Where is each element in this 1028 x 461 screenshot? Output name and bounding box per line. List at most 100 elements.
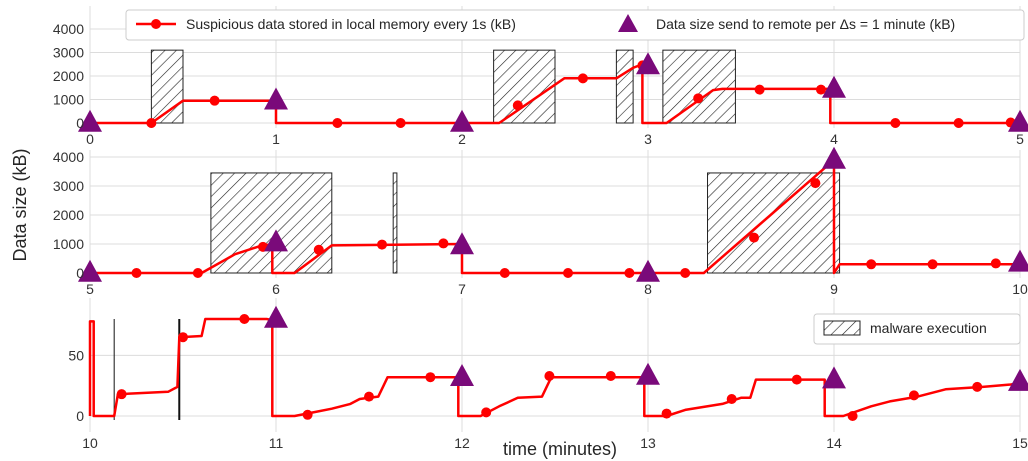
data-point-local-memory xyxy=(544,370,555,381)
x-tick-label: 2 xyxy=(458,131,466,147)
data-point-local-memory xyxy=(239,314,250,324)
x-tick-label: 4 xyxy=(830,131,838,147)
data-point-remote-send xyxy=(264,87,288,110)
data-point-remote-send xyxy=(450,364,474,386)
data-point-remote-send xyxy=(636,362,660,385)
legend-label-remote-send: Data size send to remote per Δs = 1 minu… xyxy=(656,16,955,32)
data-point-local-memory xyxy=(866,259,877,270)
data-point-local-memory xyxy=(749,232,760,243)
data-point-local-memory xyxy=(972,381,983,392)
malware-execution-region xyxy=(707,172,841,274)
data-point-local-memory xyxy=(847,411,858,421)
x-tick-label: 6 xyxy=(272,281,280,297)
data-point-local-memory xyxy=(605,370,616,381)
x-tick-label: 14 xyxy=(826,435,842,451)
data-point-local-memory xyxy=(116,389,127,400)
x-tick-label: 13 xyxy=(640,435,656,451)
data-point-local-memory xyxy=(178,332,188,343)
panel-2: 5 6 7 8 9 10 0 1000 2000 3000 4000 xyxy=(53,146,1028,297)
malware-execution-region xyxy=(615,49,634,124)
x-tick-label: 9 xyxy=(830,281,838,297)
series-line-local-memory xyxy=(88,317,1021,418)
x-axis-label: time (minutes) xyxy=(503,439,617,459)
data-point-local-memory xyxy=(953,118,964,128)
data-point-remote-send xyxy=(450,232,474,255)
legend-malware: malware execution xyxy=(813,313,1021,345)
data-point-local-memory xyxy=(563,268,574,278)
data-point-local-memory xyxy=(499,268,510,278)
data-point-local-memory xyxy=(395,118,406,128)
data-point-local-memory xyxy=(131,268,142,278)
y-tick-label: 4000 xyxy=(53,21,84,37)
legend-label-local-memory: Suspicious data stored in local memory e… xyxy=(186,16,516,32)
y-axis-label: Data size (kB) xyxy=(10,148,30,261)
legend-label-malware: malware execution xyxy=(870,320,987,336)
data-point-local-memory xyxy=(512,100,523,111)
data-point-remote-send xyxy=(1008,249,1028,272)
malware-execution-region xyxy=(392,172,398,274)
series-line-local-memory xyxy=(90,158,1020,275)
x-tick-label: 11 xyxy=(269,435,284,451)
data-point-local-memory xyxy=(810,178,821,189)
data-point-local-memory xyxy=(192,268,203,278)
data-point-local-memory xyxy=(927,259,938,270)
y-tick-label: 50 xyxy=(68,347,84,363)
legend-frame xyxy=(813,313,1021,345)
x-tick-label: 1 xyxy=(272,131,280,147)
data-point-local-memory xyxy=(624,268,635,278)
x-tick-label: 10 xyxy=(82,435,98,451)
malware-execution-region xyxy=(662,49,736,124)
y-tick-label: 2000 xyxy=(53,68,84,84)
data-point-remote-send xyxy=(1008,368,1028,391)
x-tick-label: 10 xyxy=(1012,281,1028,297)
y-tick-label: 2000 xyxy=(53,207,84,223)
y-tick-label: 0 xyxy=(76,115,84,131)
legend-top: Suspicious data stored in local memory e… xyxy=(125,9,1025,41)
data-point-local-memory xyxy=(313,244,324,255)
data-point-local-memory xyxy=(990,258,1001,269)
data-point-local-memory xyxy=(890,118,901,128)
data-point-remote-send xyxy=(822,75,846,98)
data-point-local-memory xyxy=(693,93,704,104)
data-point-local-memory xyxy=(377,239,388,250)
legend-frame xyxy=(125,9,1025,41)
data-point-local-memory xyxy=(146,118,157,128)
y-tick-label: 0 xyxy=(76,265,84,281)
x-tick-label: 5 xyxy=(86,281,94,297)
x-tick-label: 3 xyxy=(644,131,652,147)
y-tick-label: 4000 xyxy=(53,149,84,165)
data-point-local-memory xyxy=(577,73,588,84)
x-tick-label: 7 xyxy=(458,281,466,297)
data-point-local-memory xyxy=(364,391,374,402)
data-point-local-memory xyxy=(680,268,691,278)
data-point-local-memory xyxy=(302,409,313,420)
data-point-local-memory xyxy=(726,394,737,405)
data-point-remote-send xyxy=(1008,109,1028,132)
data-point-remote-send xyxy=(450,109,474,132)
data-point-local-memory xyxy=(754,84,765,95)
y-tick-label: 0 xyxy=(76,408,84,424)
data-point-local-memory xyxy=(481,407,492,418)
data-point-local-memory xyxy=(425,372,436,383)
data-point-local-memory xyxy=(815,84,826,95)
data-point-remote-send xyxy=(636,52,660,75)
legend-hatch-swatch xyxy=(823,320,861,336)
data-point-local-memory xyxy=(209,95,220,106)
data-point-local-memory xyxy=(332,118,343,128)
data-point-local-memory xyxy=(438,238,449,249)
data-point-remote-send xyxy=(78,109,102,132)
data-point-local-memory xyxy=(908,390,919,401)
malware-execution-region xyxy=(493,49,556,124)
x-tick-label: 12 xyxy=(454,435,470,451)
y-tick-label: 1000 xyxy=(53,92,84,108)
data-point-remote-send xyxy=(264,305,288,328)
y-tick-label: 3000 xyxy=(53,178,84,194)
y-tick-label: 3000 xyxy=(53,45,84,61)
data-point-remote-send xyxy=(822,146,846,169)
data-point-remote-send xyxy=(78,259,102,282)
data-point-remote-send xyxy=(264,229,288,252)
x-tick-label: 8 xyxy=(644,281,652,297)
data-point-local-memory xyxy=(661,408,672,419)
legend-dot-swatch xyxy=(151,19,161,29)
